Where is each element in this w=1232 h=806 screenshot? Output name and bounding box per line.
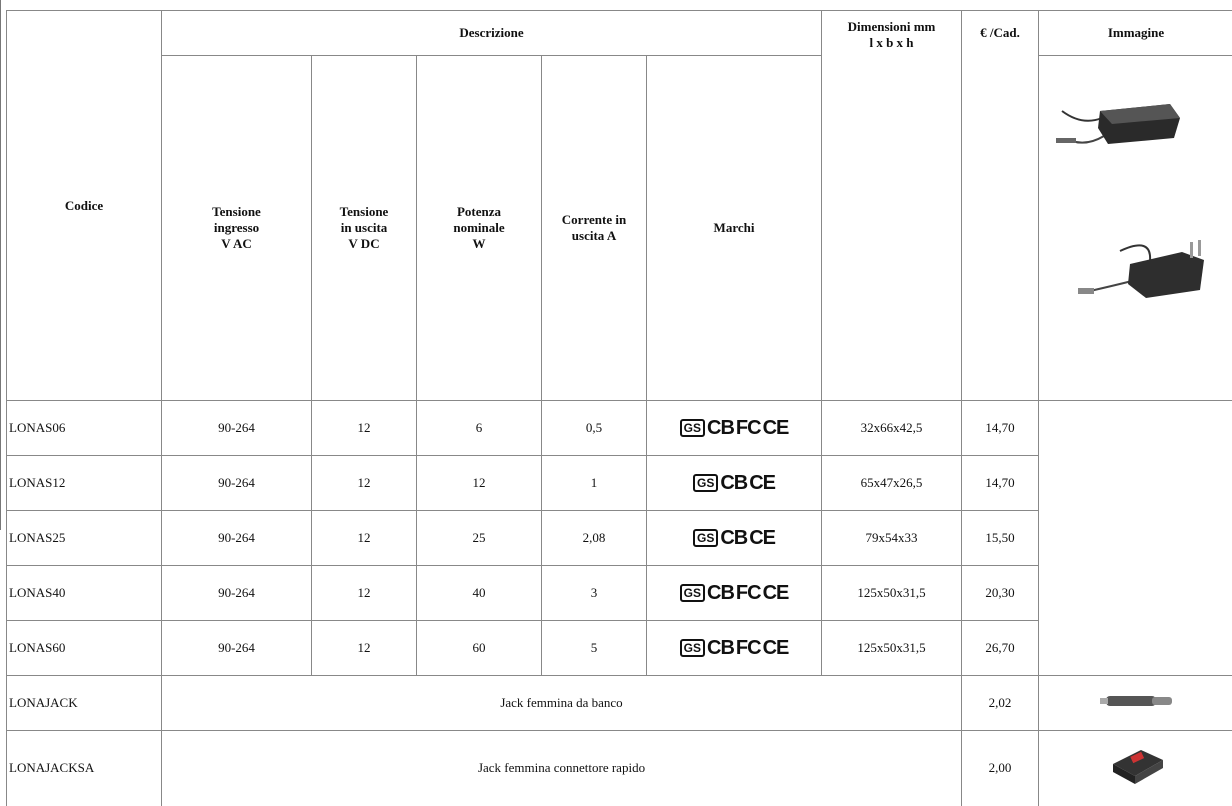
prezzo: 15,50 <box>962 511 1039 566</box>
image-cell <box>1039 56 1232 401</box>
subheader: Marchi <box>647 56 822 401</box>
uscita: 12 <box>312 401 417 456</box>
ingresso: 90-264 <box>162 511 312 566</box>
ingresso: 90-264 <box>162 621 312 676</box>
mark-logo: GS <box>693 529 718 547</box>
prezzo: 14,70 <box>962 456 1039 511</box>
subheader: Tensione in uscita V DC <box>312 56 417 401</box>
adapter-image <box>1056 104 1180 144</box>
corrente: 0,5 <box>542 401 647 456</box>
codice: LONAS60 <box>7 621 162 676</box>
adapter-image <box>1078 240 1204 298</box>
mark-logo: CB <box>720 472 747 495</box>
codice: LONAJACK <box>7 676 162 731</box>
mark-logo: GS <box>680 639 705 657</box>
mark-logo: CE <box>749 472 775 495</box>
mark-logo: CE <box>763 417 789 440</box>
corrente: 5 <box>542 621 647 676</box>
mark-logo: FC <box>736 582 761 605</box>
dimensioni: 65x47x26,5 <box>822 456 962 511</box>
mark-logo: FC <box>736 637 761 660</box>
mark-logo: CB <box>707 582 734 605</box>
mark-logo: CB <box>707 637 734 660</box>
dimensioni: 125x50x31,5 <box>822 621 962 676</box>
uscita: 12 <box>312 511 417 566</box>
mark-logo: GS <box>693 474 718 492</box>
header-dimensioni: Dimensioni mm l x b x h <box>822 11 962 401</box>
prezzo: 2,02 <box>962 676 1039 731</box>
uscita: 12 <box>312 566 417 621</box>
product-images <box>1042 56 1231 396</box>
dimensioni: 125x50x31,5 <box>822 566 962 621</box>
header-immagine: Immagine <box>1039 11 1232 56</box>
codice: LONAS40 <box>7 566 162 621</box>
mark-logo: FC <box>736 417 761 440</box>
uscita: 12 <box>312 456 417 511</box>
jack-image <box>1096 686 1176 716</box>
prezzo: 20,30 <box>962 566 1039 621</box>
prezzo: 14,70 <box>962 401 1039 456</box>
codice: LONAS12 <box>7 456 162 511</box>
corrente: 3 <box>542 566 647 621</box>
codice: LONAJACKSA <box>7 731 162 806</box>
subheader: Potenza nominale W <box>417 56 542 401</box>
dimensioni: 32x66x42,5 <box>822 401 962 456</box>
ingresso: 90-264 <box>162 566 312 621</box>
image-cell <box>1039 731 1232 806</box>
potenza: 60 <box>417 621 542 676</box>
uscita: 12 <box>312 621 417 676</box>
mark-logo: GS <box>680 584 705 602</box>
codice: LONAS25 <box>7 511 162 566</box>
codice: LONAS06 <box>7 401 162 456</box>
image-cell <box>1039 676 1232 731</box>
descrizione: Jack femmina connettore rapido <box>162 731 962 806</box>
descrizione: Jack femmina da banco <box>162 676 962 731</box>
potenza: 40 <box>417 566 542 621</box>
page: Codice Descrizione Dimensioni mm l x b x… <box>0 0 1232 530</box>
mark-logo: GS <box>680 419 705 437</box>
corrente: 1 <box>542 456 647 511</box>
connector-image <box>1101 744 1171 788</box>
ingresso: 90-264 <box>162 456 312 511</box>
mark-logo: CE <box>763 582 789 605</box>
mark-logo: CB <box>707 417 734 440</box>
header-prezzo: € /Cad. <box>962 11 1039 401</box>
mark-logo: CE <box>763 637 789 660</box>
potenza: 6 <box>417 401 542 456</box>
corrente: 2,08 <box>542 511 647 566</box>
prezzo: 2,00 <box>962 731 1039 806</box>
prezzo: 26,70 <box>962 621 1039 676</box>
subheader: Tensione ingresso V AC <box>162 56 312 401</box>
price-table: Codice Descrizione Dimensioni mm l x b x… <box>6 10 1232 806</box>
potenza: 12 <box>417 456 542 511</box>
ingresso: 90-264 <box>162 401 312 456</box>
subheader: Corrente in uscita A <box>542 56 647 401</box>
potenza: 25 <box>417 511 542 566</box>
dimensioni: 79x54x33 <box>822 511 962 566</box>
header-codice: Codice <box>7 11 162 401</box>
header-descrizione: Descrizione <box>162 11 822 56</box>
